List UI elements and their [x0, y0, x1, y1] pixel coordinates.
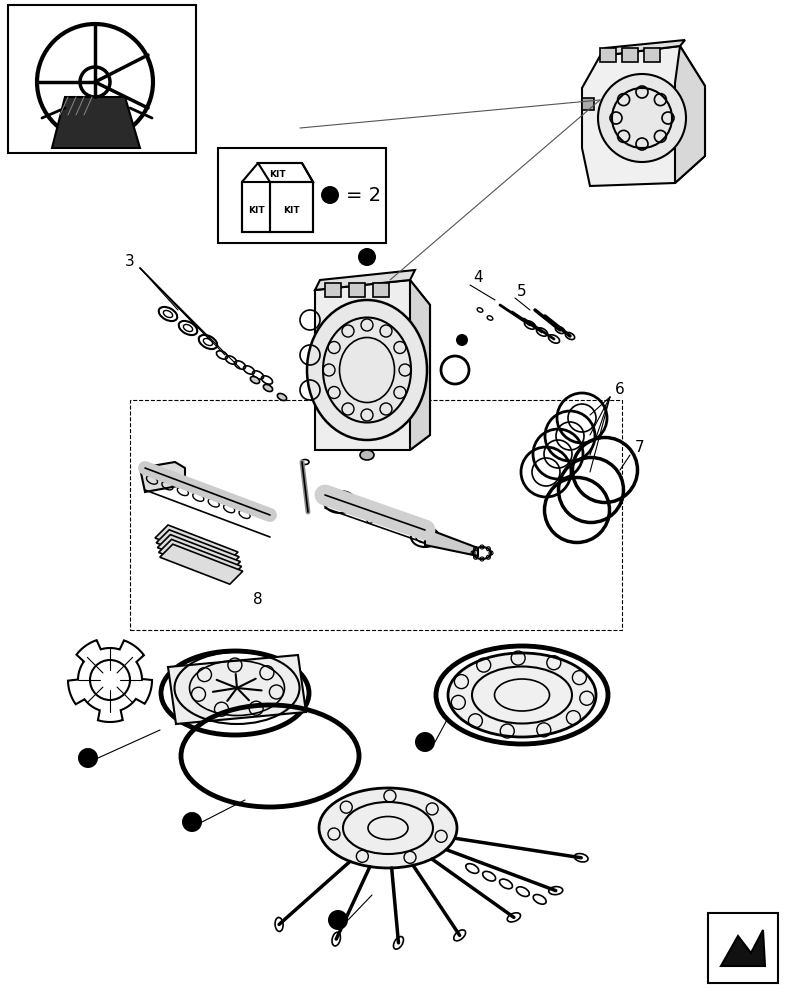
Polygon shape — [158, 539, 242, 579]
Polygon shape — [52, 97, 139, 148]
Bar — [599, 48, 616, 62]
Ellipse shape — [277, 393, 286, 401]
Ellipse shape — [307, 300, 427, 440]
Circle shape — [78, 748, 98, 768]
Circle shape — [182, 812, 202, 832]
Polygon shape — [410, 280, 430, 450]
Text: = 2: = 2 — [345, 186, 380, 205]
Ellipse shape — [448, 653, 595, 737]
Ellipse shape — [319, 788, 457, 868]
Polygon shape — [168, 655, 306, 724]
Circle shape — [456, 334, 467, 346]
Circle shape — [358, 248, 375, 266]
Bar — [372, 283, 388, 297]
Polygon shape — [160, 544, 242, 584]
Polygon shape — [315, 280, 430, 450]
Ellipse shape — [597, 74, 685, 162]
Polygon shape — [720, 930, 764, 966]
Bar — [324, 283, 341, 297]
Text: 8: 8 — [253, 592, 263, 607]
Polygon shape — [581, 46, 704, 186]
Bar — [581, 98, 594, 110]
Polygon shape — [599, 40, 684, 56]
Polygon shape — [156, 530, 239, 570]
Bar — [217, 148, 385, 243]
Bar — [621, 48, 637, 62]
Bar — [643, 48, 659, 62]
Polygon shape — [674, 46, 704, 183]
Bar — [8, 5, 195, 153]
Text: 6: 6 — [615, 382, 624, 397]
Ellipse shape — [359, 450, 374, 460]
Polygon shape — [155, 525, 238, 565]
Circle shape — [328, 910, 348, 930]
Text: 7: 7 — [634, 440, 644, 456]
Bar — [707, 913, 777, 983]
Text: KIT: KIT — [268, 170, 285, 179]
Text: KIT: KIT — [282, 206, 299, 215]
Polygon shape — [139, 462, 185, 492]
Text: 4: 4 — [473, 270, 483, 286]
Bar — [130, 400, 621, 630]
Text: 5: 5 — [517, 284, 526, 300]
Text: KIT: KIT — [247, 206, 264, 215]
Polygon shape — [315, 270, 414, 290]
Ellipse shape — [263, 384, 272, 392]
Ellipse shape — [250, 376, 260, 384]
Polygon shape — [157, 535, 240, 575]
Bar — [349, 283, 365, 297]
Text: 3: 3 — [125, 254, 135, 269]
Polygon shape — [424, 528, 478, 556]
Circle shape — [414, 732, 435, 752]
Circle shape — [320, 186, 338, 204]
